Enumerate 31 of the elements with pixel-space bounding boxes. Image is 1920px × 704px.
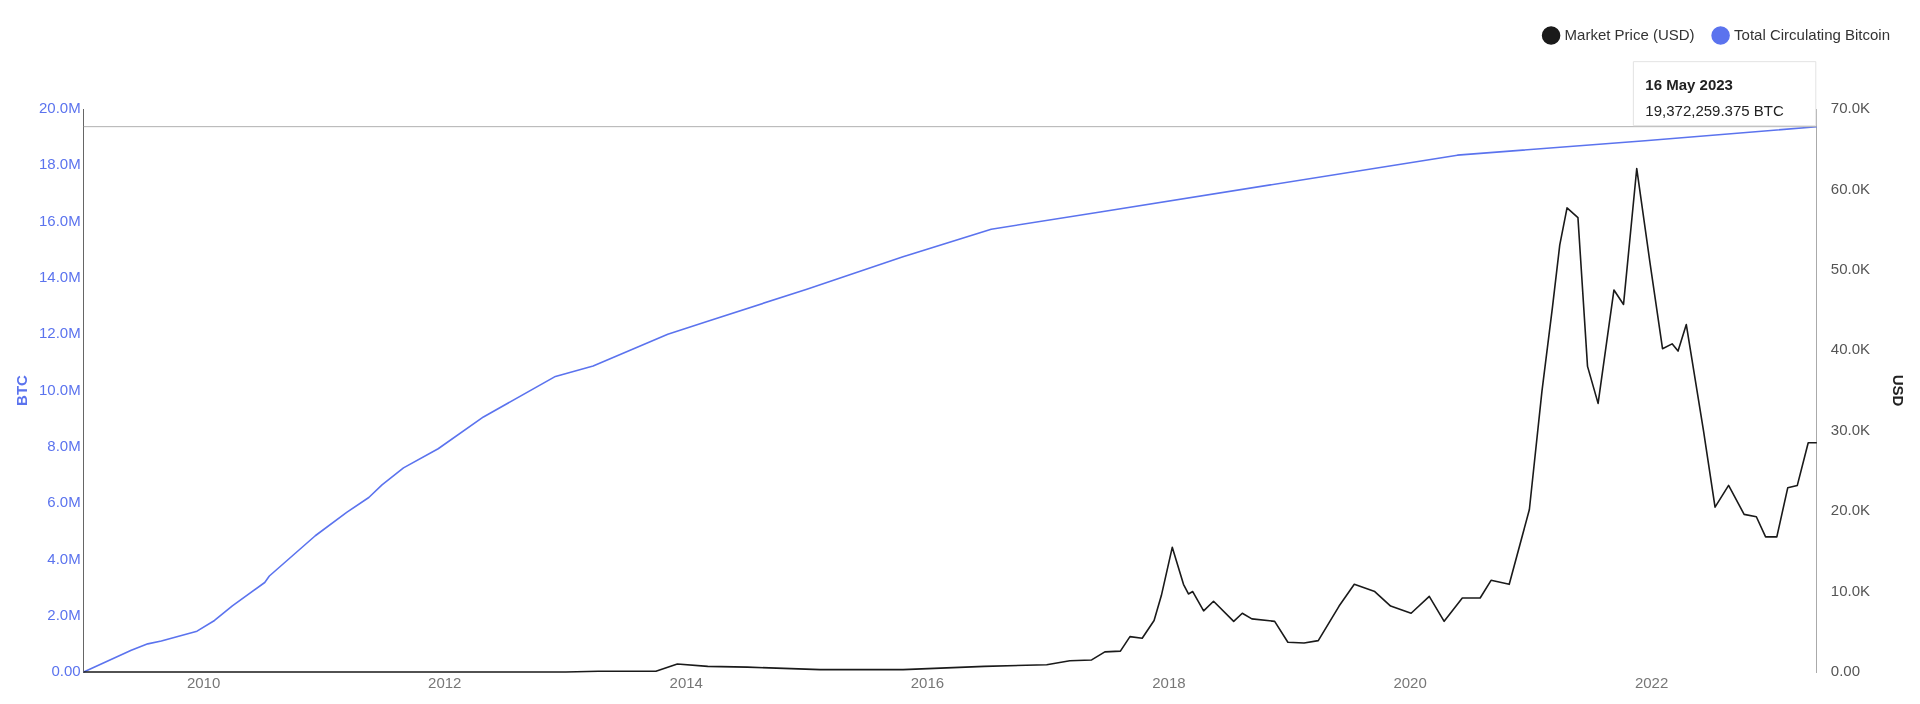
y2-tick-label: 40.0K [1830,340,1870,358]
y-tick-label: 14.0M [38,268,81,286]
x-tick-label: 2018 [1152,674,1186,692]
y-tick-label: 6.0M [47,493,81,511]
y2-tick-label: 50.0K [1830,260,1870,277]
y2-tick-label: 10.0K [1830,581,1870,599]
y-tick-label: 4.0M [47,549,81,567]
y-tick-label: 12.0M [38,324,81,342]
legend-label: Market Price (USD) [1564,25,1695,43]
x-tick-label: 2012 [428,674,462,692]
x-tick-label: 2014 [669,674,703,692]
y-tick-label: 8.0M [47,436,81,454]
y2-tick-label: 60.0K [1830,179,1870,197]
x-tick-label: 2020 [1393,674,1427,692]
y-tick-label: 0.00 [51,662,81,680]
y2-tick-label: 70.0K [1830,99,1870,117]
x-tick-label: 2022 [1634,674,1669,692]
legend-label: Total Circulating Bitcoin [1734,25,1890,43]
y2-axis-title: USD [1889,374,1907,407]
y-tick-label: 20.0M [38,99,81,117]
y2-tick-label: 0.00 [1830,662,1860,680]
y-axis-title: BTC [13,374,31,406]
x-tick-label: 2016 [910,674,945,692]
y-tick-label: 10.0M [38,380,81,398]
annotation: 16 May 2023 19,372,259.375 BTC [1645,75,1784,119]
y-tick-label: 2.0M [47,605,81,623]
y-tick-label: 16.0M [38,211,81,229]
x-tick-label: 2010 [186,674,221,692]
y2-tick-label: 30.0K [1830,420,1870,438]
y-tick-label: 18.0M [38,155,81,173]
y2-tick-label: 20.0K [1830,501,1870,519]
